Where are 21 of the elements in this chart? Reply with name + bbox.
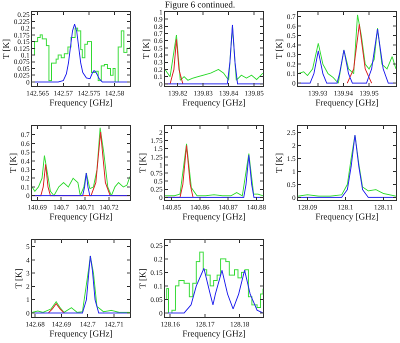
x-axis-title: Frequency [GHz] [182, 328, 246, 338]
line-series [298, 14, 396, 84]
x-axis-title: Frequency [GHz] [49, 211, 113, 222]
y-axis-title: T [K] [1, 38, 12, 60]
y-axis-title: T [K] [274, 38, 284, 60]
y-axis-title: T [K] [138, 268, 148, 289]
y-axis-title: T [K] [141, 38, 152, 60]
y-axis-title: T [K] [138, 152, 148, 174]
line-series [298, 28, 396, 84]
chart-title: Figure 6 continued. [164, 0, 236, 10]
y-axis-title: T [K] [274, 152, 284, 174]
x-axis-title: Frequency [GHz] [182, 211, 246, 222]
y-axis-title: T [K] [13, 268, 24, 289]
x-axis-title: Frequency [GHz] [315, 97, 379, 108]
y-axis-title: T [K] [8, 152, 18, 174]
x-axis-title: Frequency [GHz] [315, 211, 379, 222]
x-axis-title: Frequency [GHz] [49, 328, 113, 338]
line-series [165, 268, 263, 314]
line-series [165, 143, 263, 196]
x-axis-title: Frequency [GHz] [49, 97, 113, 108]
x-axis-title: Frequency [GHz] [182, 97, 246, 108]
